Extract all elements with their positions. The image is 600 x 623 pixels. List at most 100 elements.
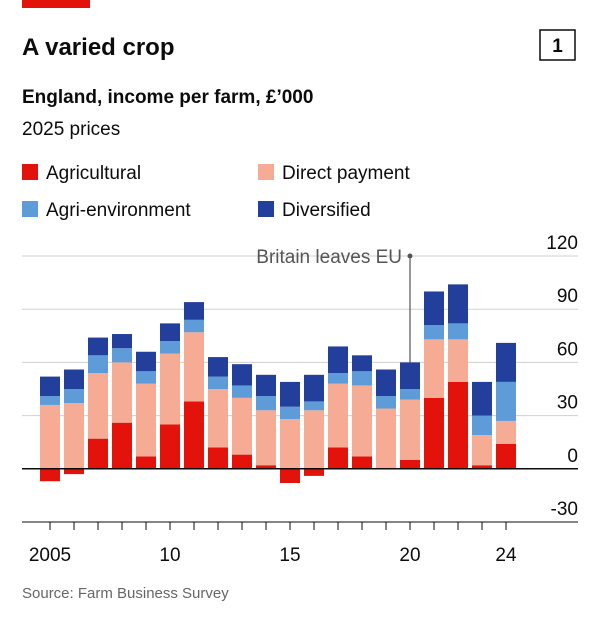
bar-segment bbox=[448, 323, 468, 340]
bar-segment bbox=[400, 399, 420, 460]
bar-segment bbox=[136, 351, 156, 372]
bar-segment bbox=[256, 465, 276, 469]
bar-segment bbox=[40, 404, 60, 469]
unit: 2025 prices bbox=[22, 119, 120, 140]
bar-segment bbox=[376, 408, 396, 469]
bar-segment bbox=[136, 371, 156, 384]
bar-segment bbox=[184, 302, 204, 320]
bar-segment bbox=[64, 403, 84, 469]
y-tick-label: -30 bbox=[551, 499, 578, 520]
bar-segment bbox=[64, 389, 84, 404]
legend-swatch bbox=[258, 201, 274, 217]
bar-segment bbox=[472, 465, 492, 469]
bar-segment bbox=[88, 373, 108, 439]
x-tick-label: 20 bbox=[399, 545, 420, 566]
source: Source: Farm Business Survey bbox=[22, 585, 229, 602]
bar-segment bbox=[232, 364, 252, 386]
tag-box bbox=[539, 29, 576, 61]
bar-segment bbox=[208, 447, 228, 469]
y-tick-label: 30 bbox=[557, 393, 578, 414]
x-tick-label: 24 bbox=[495, 545, 517, 566]
legend-swatch bbox=[22, 164, 38, 180]
bar-segment bbox=[472, 381, 492, 416]
bar-segment bbox=[496, 342, 516, 382]
bar-segment bbox=[424, 397, 444, 469]
bar-segment bbox=[232, 454, 252, 469]
x-tick-label: 2005 bbox=[29, 545, 71, 566]
bar-segment bbox=[208, 389, 228, 448]
bar-segment bbox=[400, 459, 420, 469]
bar-segment bbox=[472, 435, 492, 466]
subtitle: England, income per farm, £’000 bbox=[22, 87, 313, 108]
bar-segment bbox=[256, 374, 276, 397]
bar-segment bbox=[448, 284, 468, 324]
brand-bar bbox=[22, 0, 90, 8]
bar-segment bbox=[112, 422, 132, 469]
bar-segment bbox=[304, 374, 324, 402]
bar-segment bbox=[112, 348, 132, 363]
bar-segment bbox=[424, 291, 444, 326]
bar-segment bbox=[64, 369, 84, 389]
bar-segment bbox=[88, 355, 108, 374]
bar-segment bbox=[256, 396, 276, 411]
bar-segment bbox=[352, 456, 372, 469]
bar-segment bbox=[160, 323, 180, 342]
legend-label: Diversified bbox=[282, 200, 371, 221]
bar-segment bbox=[184, 319, 204, 333]
bar-segment bbox=[496, 443, 516, 469]
y-tick-label: 120 bbox=[546, 233, 578, 254]
bar-segment bbox=[472, 415, 492, 436]
tag: 1 bbox=[552, 36, 563, 57]
annotation: Britain leaves EU bbox=[256, 247, 402, 268]
bar-segment bbox=[304, 410, 324, 469]
bar-segment bbox=[256, 410, 276, 466]
bar-segment bbox=[40, 396, 60, 405]
bar-segment bbox=[208, 357, 228, 377]
x-tick-label: 15 bbox=[279, 545, 300, 566]
bar-segment bbox=[328, 383, 348, 448]
legend-swatch bbox=[258, 164, 274, 180]
bar-segment bbox=[184, 401, 204, 469]
bar-segment bbox=[40, 468, 60, 482]
y-tick-label: 90 bbox=[557, 286, 578, 307]
bar-segment bbox=[280, 419, 300, 469]
bar-segment bbox=[136, 456, 156, 469]
bar-segment bbox=[64, 468, 84, 475]
bar-segment bbox=[376, 369, 396, 397]
chart-title: A varied crop bbox=[22, 34, 175, 61]
bar-segment bbox=[448, 381, 468, 469]
bar-segment bbox=[160, 424, 180, 469]
bar-segment bbox=[448, 339, 468, 382]
bar-segment bbox=[232, 397, 252, 455]
bar-segment bbox=[208, 376, 228, 389]
bar-segment bbox=[88, 438, 108, 469]
bar-segment bbox=[88, 337, 108, 356]
bar-segment bbox=[112, 362, 132, 423]
bar-segment bbox=[352, 371, 372, 386]
bar-segment bbox=[232, 385, 252, 398]
legend-label: Agricultural bbox=[46, 163, 141, 184]
bar-segment bbox=[496, 381, 516, 421]
bar-segment bbox=[400, 389, 420, 400]
legend-label: Direct payment bbox=[282, 163, 410, 184]
y-tick-label: 60 bbox=[557, 339, 578, 360]
bar-segment bbox=[136, 383, 156, 457]
bar-segment bbox=[424, 339, 444, 398]
bar-segment bbox=[496, 420, 516, 444]
bar-segment bbox=[40, 376, 60, 397]
bar-segment bbox=[376, 396, 396, 409]
bar-segment bbox=[328, 373, 348, 384]
bar-segment bbox=[352, 385, 372, 457]
bar-segment bbox=[352, 355, 372, 372]
legend-swatch bbox=[22, 201, 38, 217]
legend-label: Agri-environment bbox=[46, 200, 191, 221]
annotation-dot bbox=[407, 253, 413, 259]
bar-segment bbox=[160, 341, 180, 354]
bar-segment bbox=[112, 334, 132, 349]
bar-segment bbox=[328, 447, 348, 469]
bar-segment bbox=[280, 381, 300, 407]
y-tick-label: 0 bbox=[567, 446, 578, 467]
bar-segment bbox=[184, 332, 204, 402]
x-tick-label: 10 bbox=[159, 545, 180, 566]
